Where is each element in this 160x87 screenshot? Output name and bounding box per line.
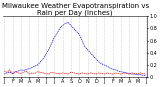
Title: Milwaukee Weather Evapotranspiration vs Rain per Day (Inches): Milwaukee Weather Evapotranspiration vs … [2, 3, 149, 16]
